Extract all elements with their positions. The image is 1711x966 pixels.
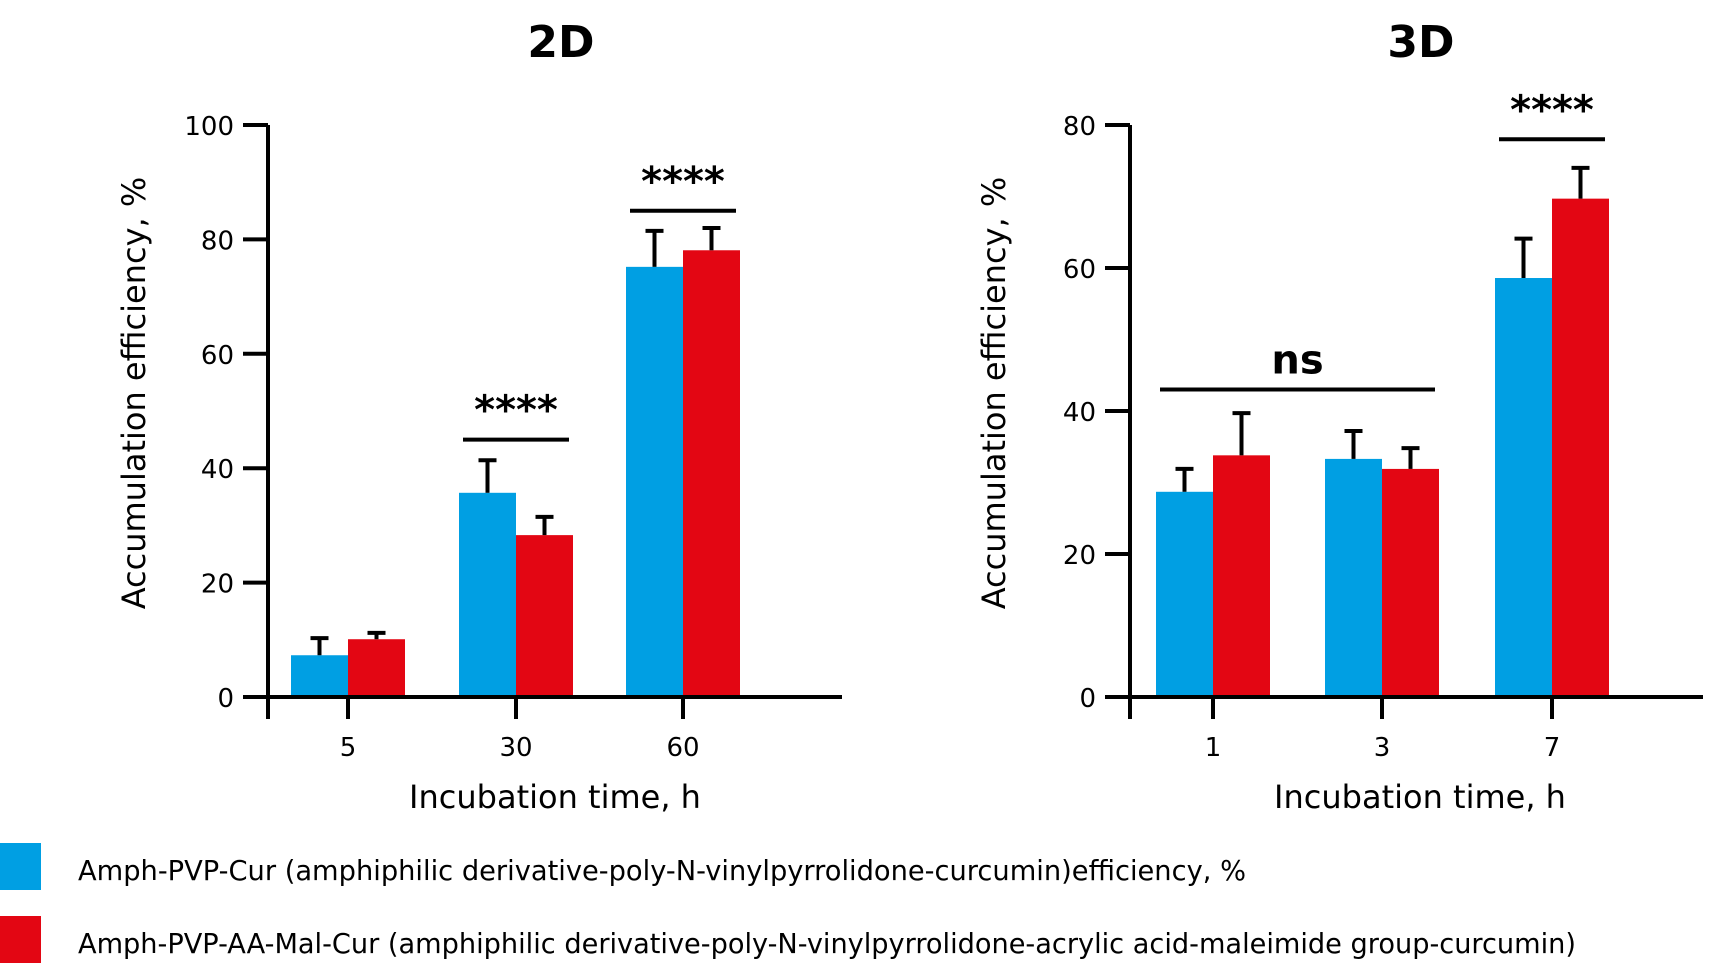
x-axis-label: Incubation time, h [1274, 778, 1566, 816]
x-axis-label: Incubation time, h [409, 778, 701, 816]
bar-amph-pvp-aa-mal-cur [1552, 198, 1609, 697]
y-axis-label: Accumulation efficiency, % [975, 177, 1013, 610]
significance-label: **** [641, 159, 725, 205]
bar-amph-pvp-aa-mal-cur [1382, 468, 1439, 697]
bar-amph-pvp-cur [1495, 278, 1552, 697]
legend-label: Amph-PVP-AA-Mal-Cur (amphiphilic derivat… [78, 927, 1576, 960]
bar-amph-pvp-cur [291, 655, 348, 697]
y-tick-label: 20 [201, 570, 234, 600]
legend-swatch-amph-pvp-aa-mal-cur [0, 916, 41, 963]
y-axis-label: Accumulation efficiency, % [115, 177, 153, 610]
y-tick-label: 60 [201, 341, 234, 371]
y-tick-label: 80 [1063, 112, 1096, 142]
legend-label: Amph-PVP-Cur (amphiphilic derivative-pol… [78, 854, 1246, 887]
y-tick-label: 100 [184, 112, 234, 142]
bar-amph-pvp-aa-mal-cur [348, 639, 405, 697]
bar-amph-pvp-cur [1156, 491, 1213, 697]
y-tick-label: 0 [1079, 684, 1096, 714]
x-tick-label: 7 [1544, 733, 1561, 763]
y-tick-label: 60 [1063, 255, 1096, 285]
x-tick-label: 60 [666, 733, 699, 763]
x-tick-label: 30 [499, 733, 532, 763]
y-tick-label: 0 [217, 684, 234, 714]
bar-amph-pvp-aa-mal-cur [1213, 455, 1270, 697]
significance-label: **** [474, 388, 558, 434]
y-tick-label: 80 [201, 226, 234, 256]
legend-swatch-amph-pvp-cur [0, 843, 41, 890]
chart-title: 2D [527, 17, 594, 68]
significance-label: ns [1271, 338, 1323, 384]
bar-amph-pvp-aa-mal-cur [516, 535, 573, 697]
y-tick-label: 40 [201, 455, 234, 485]
bar-amph-pvp-cur [459, 492, 516, 697]
bar-amph-pvp-cur [626, 266, 683, 697]
significance-label: **** [1510, 87, 1594, 133]
bar-amph-pvp-cur [1325, 458, 1382, 697]
y-tick-label: 20 [1063, 541, 1096, 571]
bar-amph-pvp-aa-mal-cur [683, 250, 740, 697]
chart-title: 3D [1387, 17, 1454, 68]
x-tick-label: 5 [340, 733, 357, 763]
x-tick-label: 1 [1205, 733, 1222, 763]
y-tick-label: 40 [1063, 398, 1096, 428]
x-tick-label: 3 [1374, 733, 1391, 763]
